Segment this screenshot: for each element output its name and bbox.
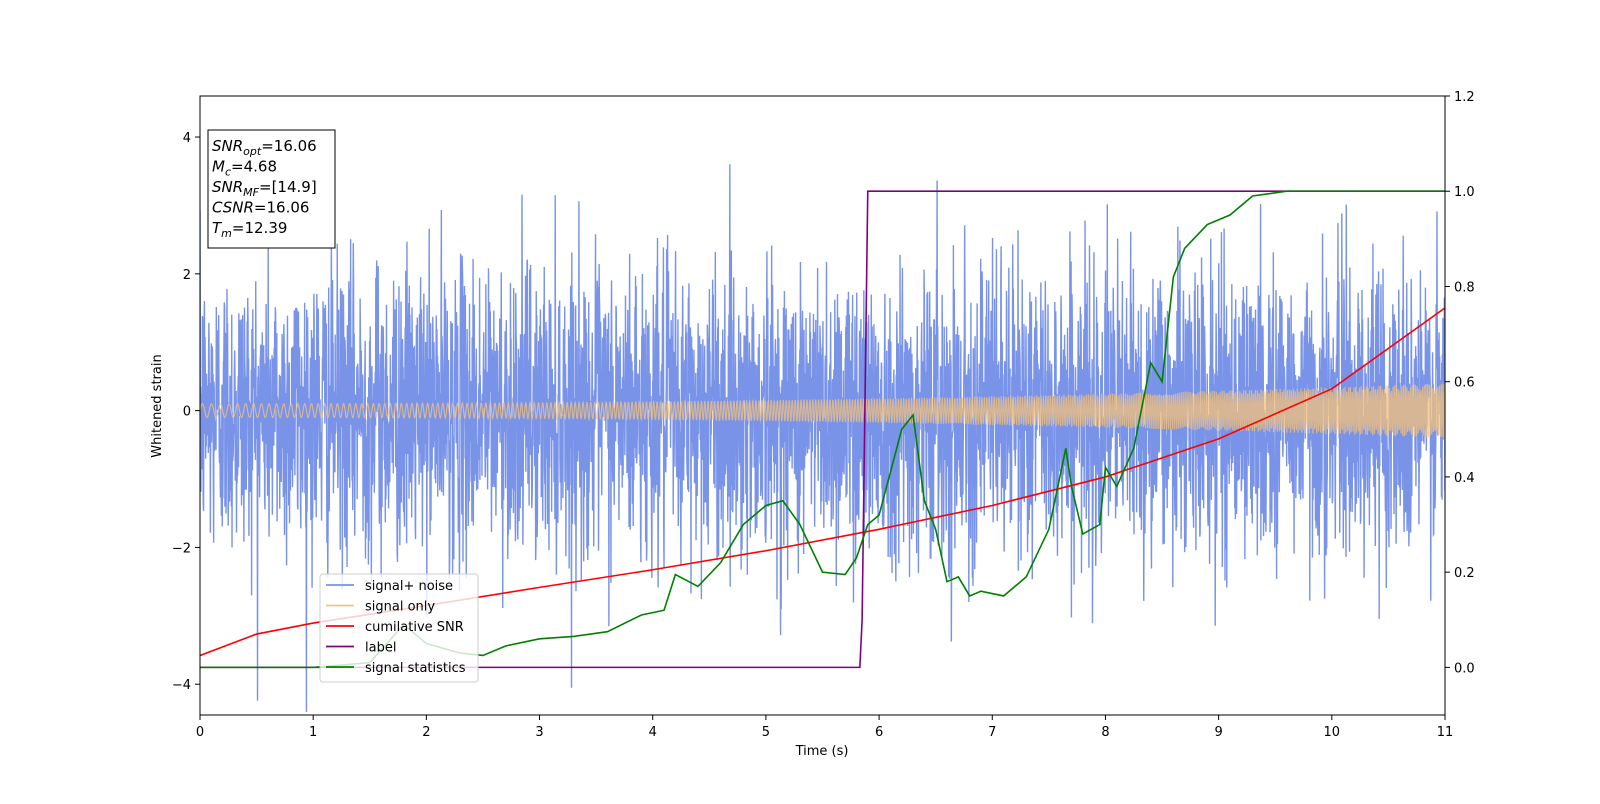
x-tick-label: 8 — [1101, 725, 1109, 740]
x-axis: 0 1 2 3 4 5 6 7 8 9 10 11 — [196, 715, 1453, 740]
y2-tick-label: 0.6 — [1454, 376, 1475, 391]
x-tick-label: 10 — [1324, 725, 1341, 740]
x-tick-label: 1 — [309, 725, 317, 740]
x-tick-label: 5 — [762, 725, 770, 740]
y-tick-label: −2 — [172, 541, 191, 556]
x-axis-label: Time (s) — [795, 744, 849, 759]
x-tick-label: 11 — [1437, 725, 1454, 740]
legend-label-signal-noise: signal+ noise — [365, 579, 453, 594]
x-tick-label: 4 — [649, 725, 657, 740]
y2-tick-label: 0.8 — [1454, 280, 1475, 295]
legend: signal+ noise signal only cumilative SNR la… — [319, 573, 479, 683]
info-line: Mc=4.68 — [212, 158, 277, 179]
series-layer — [200, 164, 1445, 712]
y-axis-label: Whitened strain — [150, 354, 165, 457]
x-tick-label: 6 — [875, 725, 883, 740]
y-tick-label: −4 — [172, 678, 191, 693]
legend-label-signal-only: signal only — [365, 600, 435, 615]
y2-tick-label: 0.0 — [1454, 661, 1475, 676]
y-tick-label: 2 — [183, 268, 191, 283]
y-tick-label: 4 — [183, 131, 191, 146]
info-line: SNRMF=[14.9] — [212, 178, 317, 199]
x-tick-label: 9 — [1214, 725, 1222, 740]
legend-label-label: label — [365, 641, 396, 656]
info-box: SNRopt=16.06Mc=4.68SNRMF=[14.9]CSNR=16.0… — [207, 129, 336, 249]
legend-label-signal-statistics: signal statistics — [365, 661, 466, 676]
legend-frame — [319, 573, 479, 683]
y-tick-label: 0 — [183, 405, 191, 420]
plot-frame — [199, 95, 1446, 716]
info-line: CSNR=16.06 — [212, 199, 309, 217]
x-tick-label: 2 — [422, 725, 430, 740]
y2-tick-label: 0.4 — [1454, 471, 1475, 486]
y-axis-left: −4 −2 0 2 4 — [172, 131, 200, 693]
x-tick-label: 3 — [535, 725, 543, 740]
info-line: SNRopt=16.06 — [212, 137, 317, 158]
y2-tick-label: 1.0 — [1454, 185, 1475, 200]
series-signal-statistics-line — [200, 190, 1445, 669]
y-axis-right: 0.0 0.2 0.4 0.6 0.8 1.0 1.2 — [1445, 90, 1475, 676]
series-cumilative-snr-line — [200, 307, 1445, 657]
x-tick-label: 7 — [988, 725, 996, 740]
info-box-frame — [207, 129, 336, 249]
series-signal-only-line — [200, 383, 1445, 438]
x-tick-label: 0 — [196, 725, 204, 740]
y2-tick-label: 1.2 — [1454, 90, 1475, 105]
legend-label-cumilative-snr: cumilative SNR — [365, 620, 464, 635]
series-label-line — [200, 190, 1445, 669]
info-line: Tm=12.39 — [212, 219, 287, 240]
y2-tick-label: 0.2 — [1454, 566, 1475, 581]
